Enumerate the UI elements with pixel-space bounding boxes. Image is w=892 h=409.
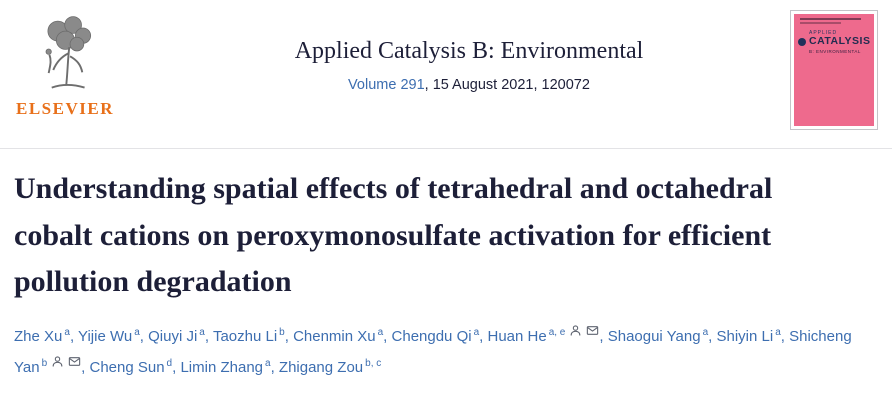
author-separator: , xyxy=(81,359,90,376)
author-affiliation-sup: a xyxy=(64,326,70,338)
author-separator: , xyxy=(708,327,717,345)
author-name[interactable]: Shaogui Yang xyxy=(607,327,701,345)
author-corresponding[interactable]: Huan He a, e xyxy=(487,324,599,345)
author[interactable]: Yijie Wu a xyxy=(78,326,140,345)
author-icons xyxy=(565,324,599,345)
author-name[interactable]: Chengdu Qi xyxy=(391,327,472,345)
author-separator: , xyxy=(204,327,213,345)
elsevier-logo[interactable]: ELSEVIER xyxy=(14,10,164,119)
author[interactable]: Chengdu Qi a xyxy=(391,326,480,345)
journal-title-link[interactable]: Applied Catalysis B: Environmental xyxy=(294,38,644,64)
volume-issue-line: Volume 291, 15 August 2021, 120072 xyxy=(164,77,774,93)
author[interactable]: Qiuyi Ji a xyxy=(148,326,205,345)
author-affiliation-sup: b xyxy=(279,326,285,338)
author-separator: , xyxy=(479,327,488,345)
author[interactable]: Shaogui Yang a xyxy=(607,326,709,345)
envelope-icon[interactable] xyxy=(68,355,81,368)
author-separator: , xyxy=(172,359,181,376)
author-affiliation-sup: a xyxy=(775,326,781,338)
volume-link[interactable]: Volume 291 xyxy=(348,77,425,93)
author-name[interactable]: Yijie Wu xyxy=(78,327,133,345)
author-separator: , xyxy=(383,327,392,345)
journal-cover-thumbnail[interactable]: APPLIED CATALYSIS B: ENVIRONMENTAL xyxy=(790,10,878,130)
author-separator: , xyxy=(139,327,149,345)
author-separator: , xyxy=(599,327,608,345)
journal-banner: ELSEVIER Applied Catalysis B: Environmen… xyxy=(0,0,892,142)
journal-cover-art: APPLIED CATALYSIS B: ENVIRONMENTAL xyxy=(794,14,874,126)
author-affiliation-sup: a xyxy=(199,326,205,338)
author-separator: , xyxy=(284,327,294,345)
author[interactable]: Limin Zhang a xyxy=(180,358,271,376)
author-affiliation-sup: a, e xyxy=(548,326,566,338)
author-name[interactable]: Cheng Sun xyxy=(89,359,165,376)
author[interactable]: Zhe Xu a xyxy=(14,326,70,345)
header-divider xyxy=(0,148,892,149)
cover-column: APPLIED CATALYSIS B: ENVIRONMENTAL xyxy=(774,10,878,130)
author-name[interactable]: Chenmin Xu xyxy=(293,327,376,345)
author-name[interactable]: Huan He xyxy=(487,327,547,345)
cover-brand: APPLIED CATALYSIS B: ENVIRONMENTAL xyxy=(798,30,870,54)
article-title: Understanding spatial effects of tetrahe… xyxy=(14,172,773,298)
author-profile-icon[interactable] xyxy=(569,324,582,337)
author-name[interactable]: Shicheng Yan xyxy=(14,327,852,377)
elsevier-wordmark: ELSEVIER xyxy=(16,99,114,118)
elsevier-tree-icon xyxy=(45,16,92,89)
author-affiliation-sup: a xyxy=(265,358,271,369)
author[interactable]: Shiyin Li a xyxy=(716,326,781,345)
cover-title-text: CATALYSIS xyxy=(809,35,871,47)
author[interactable]: Cheng Sun d xyxy=(89,358,173,376)
cover-subtitle-text: B: ENVIRONMENTAL xyxy=(809,48,861,54)
journal-masthead: Applied Catalysis B: Environmental Volum… xyxy=(164,10,774,93)
author-affiliation-sup: a xyxy=(377,326,384,338)
author-affiliation-sup: a xyxy=(473,326,480,338)
author-name[interactable]: Zhe Xu xyxy=(14,327,63,345)
author-affiliation-sup: d xyxy=(166,358,173,369)
author-separator: , xyxy=(270,359,279,376)
author-affiliation-sup: a xyxy=(702,326,709,338)
author-name[interactable]: Qiuyi Ji xyxy=(148,327,198,345)
cover-logo-dot-icon xyxy=(798,37,806,46)
author-affiliation-sup: a xyxy=(134,326,140,338)
author-affiliation-sup: b, c xyxy=(365,358,382,369)
author[interactable]: Taozhu Li b xyxy=(212,326,285,345)
author-name[interactable]: Shiyin Li xyxy=(716,327,774,345)
issue-date-text: , 15 August 2021, 120072 xyxy=(424,77,590,93)
author[interactable]: Chenmin Xu a xyxy=(293,326,384,345)
author-profile-icon[interactable] xyxy=(51,355,64,368)
author-list: Zhe Xu a, Yijie Wu a, Qiuyi Ji a, Taozhu Li… xyxy=(14,321,878,384)
author-corresponding[interactable]: Shicheng Yan b xyxy=(14,328,852,377)
author-separator: , xyxy=(780,327,790,345)
author-name[interactable]: Taozhu Li xyxy=(212,327,278,345)
author-name[interactable]: Zhigang Zou xyxy=(278,359,364,376)
author-icons xyxy=(47,356,81,376)
envelope-icon[interactable] xyxy=(586,324,599,337)
author[interactable]: Zhigang Zou b, c xyxy=(278,358,382,376)
author-name[interactable]: Limin Zhang xyxy=(180,359,263,376)
cover-applied-text: APPLIED xyxy=(809,30,838,36)
cover-masthead-lines xyxy=(800,18,868,24)
author-affiliation-sup: b xyxy=(41,358,48,369)
author-separator: , xyxy=(69,327,79,345)
